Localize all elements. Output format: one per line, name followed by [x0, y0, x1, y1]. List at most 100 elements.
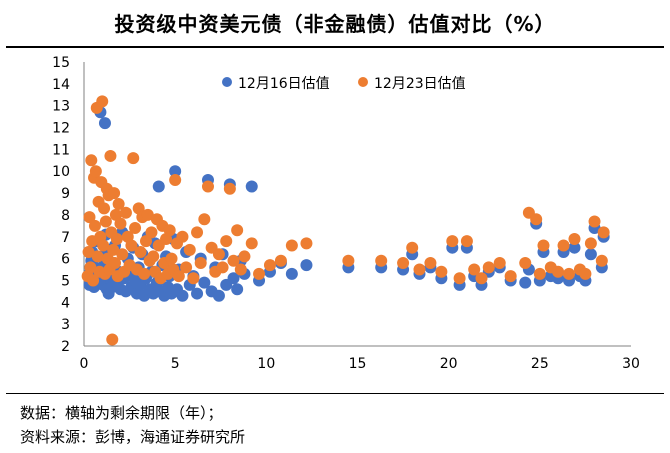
scatter-point	[253, 267, 266, 280]
scatter-point	[552, 265, 565, 278]
scatter-point	[424, 256, 437, 269]
scatter-chart: 0 5 10 15 20 25 30 2 3 4 5 6 7 8 9 10 11 12 13 14 15 12月16日…	[52, 55, 640, 372]
scatter-point	[107, 243, 120, 256]
chart-title: 投资级中资美元债（非金融债）估值对比（%）	[114, 11, 556, 36]
scatter-point	[91, 250, 104, 263]
scatter-point	[216, 261, 229, 274]
scatter-point	[579, 267, 592, 280]
scatter-point	[163, 224, 176, 237]
scatter-point	[176, 289, 189, 302]
scatter-point	[342, 254, 355, 267]
scatter-point	[108, 187, 121, 200]
scatter-point	[141, 208, 154, 221]
scatter-point	[300, 259, 313, 272]
scatter-point	[584, 237, 597, 250]
scatter-point	[191, 287, 204, 300]
legend-label-1216: 12月16日估值	[238, 76, 330, 92]
y-tick-label: 15	[52, 55, 70, 71]
scatter-point	[147, 250, 160, 263]
scatter-point	[83, 211, 96, 224]
scatter-point	[201, 180, 214, 193]
scatter-point	[397, 256, 410, 269]
scatter-point	[85, 154, 98, 167]
y-tick-label: 5	[61, 273, 70, 289]
scatter-point	[220, 235, 233, 248]
scatter-point	[88, 219, 101, 232]
y-tick-label: 2	[61, 339, 70, 355]
legend: 12月16日估值 12月23日估值	[222, 76, 466, 92]
scatter-point	[119, 206, 132, 219]
scatter-point	[519, 276, 532, 289]
scatter-point	[198, 213, 211, 226]
scatter-point	[152, 180, 165, 193]
scatter-point	[406, 241, 419, 254]
scatter-point	[537, 239, 550, 252]
scatter-point	[194, 256, 207, 269]
scatter-point	[568, 232, 581, 245]
scatter-point	[187, 272, 200, 285]
scatter-point	[530, 213, 543, 226]
scatter-point	[139, 235, 152, 248]
series-1223-points	[81, 95, 610, 346]
scatter-point	[504, 270, 517, 283]
scatter-point	[97, 239, 110, 252]
y-tick-label: 6	[61, 252, 70, 268]
scatter-point	[227, 254, 240, 267]
x-tick-label: 10	[257, 356, 275, 372]
scatter-point	[191, 226, 204, 239]
scatter-point	[475, 272, 488, 285]
scatter-point	[413, 263, 426, 276]
scatter-point	[375, 254, 388, 267]
scatter-point	[138, 267, 151, 280]
y-tick-label: 7	[61, 230, 70, 246]
y-tick-labels: 2 3 4 5 6 7 8 9 10 11 12 13 14 15	[52, 55, 70, 355]
scatter-point	[134, 246, 147, 259]
scatter-point	[453, 272, 466, 285]
scatter-point	[595, 254, 608, 267]
x-tick-labels: 0 5 10 15 20 25 30	[80, 356, 640, 372]
x-tick-label: 5	[171, 356, 180, 372]
scatter-point	[274, 254, 287, 267]
scatter-point	[108, 256, 121, 269]
scatter-point	[234, 263, 247, 276]
scatter-point	[227, 272, 240, 285]
scatter-point	[180, 261, 193, 274]
scatter-point	[165, 252, 178, 265]
scatter-point	[238, 250, 251, 263]
scatter-point	[176, 230, 189, 243]
source-note: 资料来源：彭博，海通证券研究所	[20, 428, 246, 446]
scatter-point	[493, 256, 506, 269]
data-note: 数据：横轴为剩余期限（年）；	[20, 404, 223, 422]
scatter-point	[89, 165, 102, 178]
scatter-point	[300, 237, 313, 250]
y-tick-label: 3	[61, 317, 70, 333]
scatter-point	[460, 235, 473, 248]
scatter-point	[106, 333, 119, 346]
scatter-point	[172, 270, 185, 283]
y-tick-label: 8	[61, 208, 70, 224]
x-tick-label: 20	[440, 356, 458, 372]
x-tick-label: 30	[622, 356, 640, 372]
y-tick-label: 11	[52, 142, 70, 158]
scatter-point	[96, 95, 109, 108]
scatter-point	[116, 248, 129, 261]
scatter-point	[223, 182, 236, 195]
axes-group	[83, 62, 631, 347]
scatter-point	[285, 267, 298, 280]
scatter-point	[112, 198, 125, 210]
scatter-point	[468, 263, 481, 276]
scatter-point	[231, 224, 244, 237]
scatter-point	[87, 274, 100, 287]
scatter-point	[519, 256, 532, 269]
scatter-point	[212, 248, 225, 261]
scatter-point	[99, 215, 112, 228]
scatter-point	[98, 202, 111, 215]
scatter-point	[84, 261, 97, 274]
scatter-point	[129, 222, 142, 235]
scatter-point	[231, 283, 244, 296]
scatter-point	[563, 267, 576, 280]
x-tick-label: 15	[349, 356, 367, 372]
scatter-point	[482, 261, 495, 274]
scatter-point	[125, 239, 138, 252]
y-tick-label: 4	[61, 295, 70, 311]
